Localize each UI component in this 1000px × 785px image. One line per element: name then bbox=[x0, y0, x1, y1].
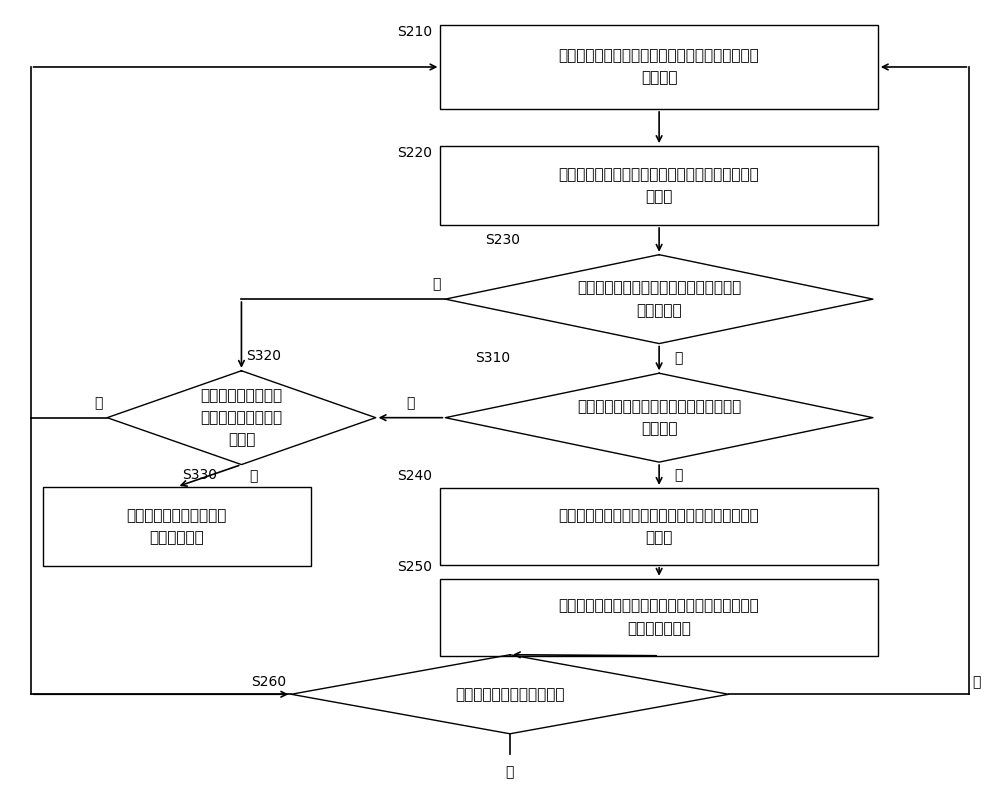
Bar bbox=[440, 25, 878, 109]
Text: 是: 是 bbox=[972, 675, 981, 689]
Text: S220: S220 bbox=[397, 146, 432, 160]
Text: S210: S210 bbox=[397, 25, 432, 39]
Text: 判断各频段载波的可
调增益是否均调整至
边界值: 判断各频段载波的可 调增益是否均调整至 边界值 bbox=[200, 388, 283, 447]
Text: S330: S330 bbox=[182, 468, 217, 482]
Bar bbox=[440, 146, 878, 225]
Text: 是: 是 bbox=[94, 396, 102, 410]
Text: S310: S310 bbox=[475, 352, 510, 365]
Text: 否: 否 bbox=[406, 396, 415, 410]
Text: 根据各频段载波的增益变化趋势对各频段载波执行
相应的增益调整: 根据各频段载波的增益变化趋势对各频段载波执行 相应的增益调整 bbox=[559, 599, 759, 636]
Text: 否: 否 bbox=[432, 277, 440, 291]
Text: S250: S250 bbox=[397, 560, 432, 574]
Bar bbox=[43, 487, 311, 566]
Text: 否: 否 bbox=[249, 469, 258, 483]
Text: S230: S230 bbox=[485, 233, 520, 246]
Text: 判断各频段载波的可调增益是否均未调整
至边界值: 判断各频段载波的可调增益是否均未调整 至边界值 bbox=[577, 399, 741, 436]
Text: 根据中频数字功率和天馈口功率计算各频段载波的
功率差: 根据中频数字功率和天馈口功率计算各频段载波的 功率差 bbox=[559, 167, 759, 204]
Bar bbox=[440, 487, 878, 565]
Text: 是: 是 bbox=[674, 352, 682, 365]
Text: 是: 是 bbox=[674, 468, 682, 482]
Text: 根据各频段载波的功率差判断是否需要进
行增益调整: 根据各频段载波的功率差判断是否需要进 行增益调整 bbox=[577, 280, 741, 318]
Text: 将各频段载波的可调增益
往中心值回调: 将各频段载波的可调增益 往中心值回调 bbox=[127, 508, 227, 545]
Text: S240: S240 bbox=[397, 469, 432, 483]
Text: 根据各频段载波的功率差确定各频段载波的增益变
化趋势: 根据各频段载波的功率差确定各频段载波的增益变 化趋势 bbox=[559, 508, 759, 545]
Text: 检测各频段载波的发射通道中的中频数字功率和天
馈口功率: 检测各频段载波的发射通道中的中频数字功率和天 馈口功率 bbox=[559, 49, 759, 86]
Text: S260: S260 bbox=[251, 675, 286, 689]
Text: 判断计时是否达到预设时长: 判断计时是否达到预设时长 bbox=[455, 687, 565, 702]
Text: S320: S320 bbox=[246, 349, 281, 363]
Text: 否: 否 bbox=[506, 765, 514, 780]
Bar bbox=[440, 579, 878, 655]
